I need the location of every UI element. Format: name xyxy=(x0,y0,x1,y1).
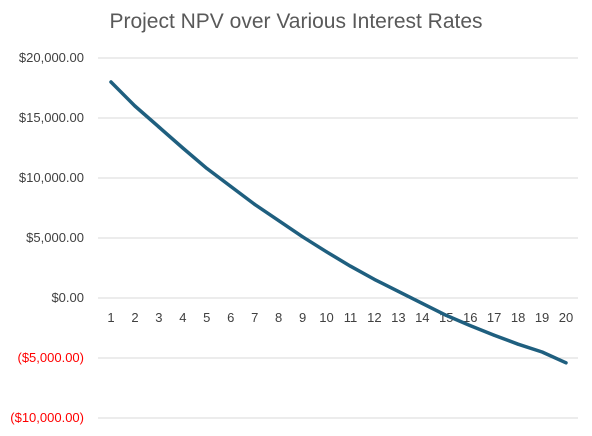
data-point xyxy=(396,289,400,293)
data-point xyxy=(109,80,113,84)
x-tick-label: 18 xyxy=(511,310,525,325)
y-tick-label: $0.00 xyxy=(51,290,84,305)
data-point xyxy=(540,350,544,354)
y-tick-label: ($5,000.00) xyxy=(18,350,85,365)
data-point xyxy=(420,301,424,305)
x-tick-label: 12 xyxy=(367,310,381,325)
data-point xyxy=(229,184,233,188)
data-point xyxy=(564,361,568,365)
x-axis-tick-labels: 1 2 3 4 5 6 7 8 9 10 11 12 13 14 15 16 17 18 19 20 xyxy=(107,310,573,325)
x-tick-label: 10 xyxy=(319,310,333,325)
data-point xyxy=(348,264,352,268)
x-tick-label: 11 xyxy=(344,310,358,325)
data-point xyxy=(372,277,376,281)
x-tick-label: 1 xyxy=(107,310,114,325)
data-point xyxy=(325,250,329,254)
x-tick-label: 2 xyxy=(131,310,138,325)
x-tick-label: 17 xyxy=(487,310,501,325)
data-point xyxy=(157,125,161,129)
x-tick-label: 9 xyxy=(299,310,306,325)
gridlines xyxy=(98,57,578,419)
data-point xyxy=(444,313,448,317)
data-point xyxy=(253,202,257,206)
data-point xyxy=(133,104,137,108)
data-point xyxy=(516,342,520,346)
x-tick-label: 20 xyxy=(559,310,573,325)
x-tick-label: 16 xyxy=(463,310,477,325)
x-tick-label: 13 xyxy=(391,310,405,325)
y-axis-tick-labels: $20,000.00 $15,000.00 $10,000.00 $5,000.00 $… xyxy=(10,50,84,425)
x-tick-label: 7 xyxy=(251,310,258,325)
data-point xyxy=(277,219,281,223)
data-point xyxy=(301,235,305,239)
y-tick-label: $10,000.00 xyxy=(19,170,84,185)
x-tick-label: 5 xyxy=(203,310,210,325)
data-point xyxy=(181,146,185,150)
data-point xyxy=(492,333,496,337)
data-point xyxy=(205,166,209,170)
y-tick-label: $5,000.00 xyxy=(26,230,84,245)
x-tick-label: 8 xyxy=(275,310,282,325)
chart-title: Project NPV over Various Interest Rates xyxy=(109,10,483,33)
data-point xyxy=(468,324,472,328)
series-layer xyxy=(109,80,568,365)
y-tick-label: ($10,000.00) xyxy=(10,410,84,425)
x-tick-label: 4 xyxy=(179,310,186,325)
x-tick-label: 14 xyxy=(415,310,429,325)
x-tick-label: 6 xyxy=(227,310,234,325)
x-tick-label: 3 xyxy=(155,310,162,325)
y-tick-label: $15,000.00 xyxy=(19,110,84,125)
x-tick-label: 19 xyxy=(535,310,549,325)
y-tick-label: $20,000.00 xyxy=(19,50,84,65)
series-line xyxy=(109,80,568,365)
